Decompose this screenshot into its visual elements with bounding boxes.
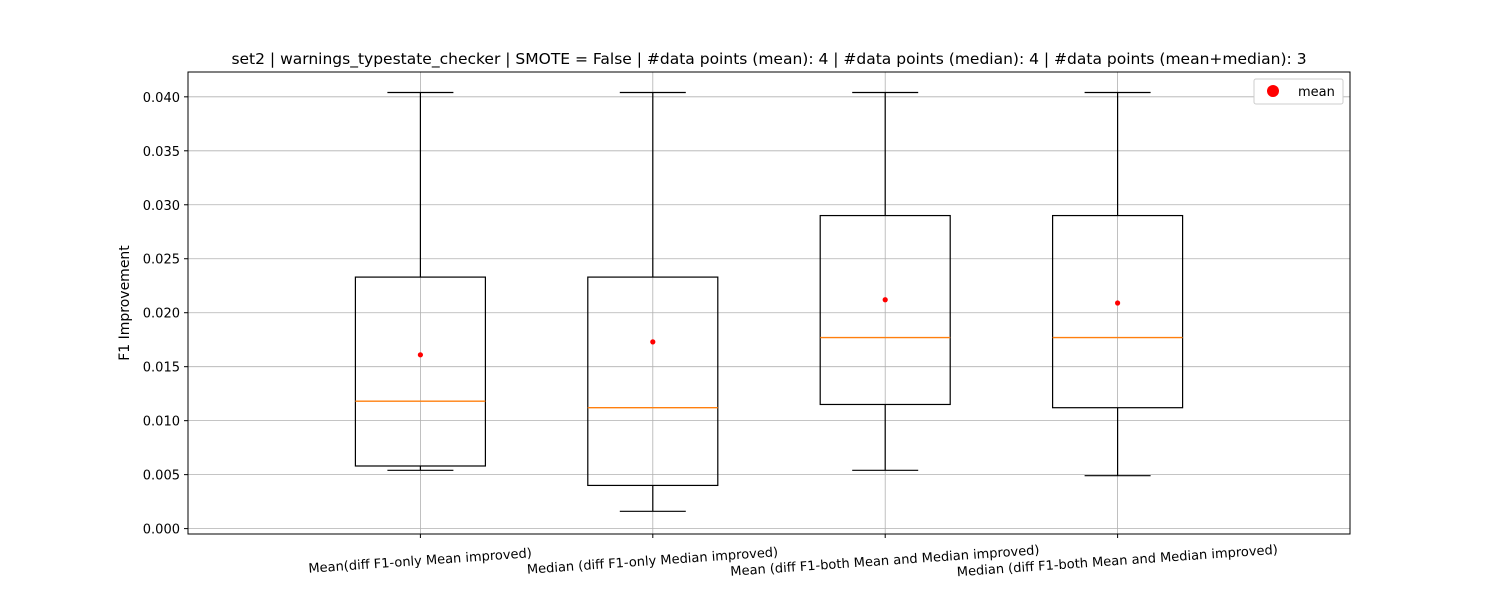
y-tick-label: 0.005 [143, 469, 180, 484]
box-group [819, 91, 951, 471]
box-iqr [587, 276, 719, 487]
box-group [1051, 91, 1184, 477]
y-tick-label: 0.035 [143, 145, 180, 160]
box-group [354, 91, 486, 471]
y-tick-label: 0.020 [143, 307, 180, 322]
axes: 0.000 0.005 0.010 0.015 0.020 0.025 0.030 0.035… [143, 91, 1279, 580]
y-tick-label: 0.040 [143, 91, 180, 106]
legend: mean [1253, 78, 1344, 105]
plot-frame [187, 71, 1351, 535]
mean-point [882, 297, 888, 303]
legend-mean-marker [1267, 85, 1279, 97]
y-tick-label: 0.015 [143, 361, 180, 376]
plot-area [354, 91, 1184, 512]
x-tick-label: Mean(diff F1-only Mean improved) [308, 546, 532, 577]
grid-lines [188, 72, 1350, 534]
y-tick-label: 0.010 [143, 415, 180, 430]
box-group [587, 91, 719, 512]
y-tick-label: 0.025 [143, 253, 180, 268]
mean-point [1115, 300, 1121, 306]
legend-label: mean [1298, 85, 1335, 100]
box-iqr [819, 214, 951, 406]
box-iqr [354, 276, 486, 467]
y-tick-label: 0.000 [143, 523, 180, 538]
y-tick-label: 0.030 [143, 199, 180, 214]
box-iqr [1051, 214, 1184, 409]
mean-point [650, 339, 656, 345]
legend-frame [1253, 78, 1344, 105]
mean-point [417, 352, 423, 358]
y-axis-label: F1 Improvement [117, 245, 133, 361]
chart-title: set2 | warnings_typestate_checker | SMOT… [231, 50, 1306, 69]
